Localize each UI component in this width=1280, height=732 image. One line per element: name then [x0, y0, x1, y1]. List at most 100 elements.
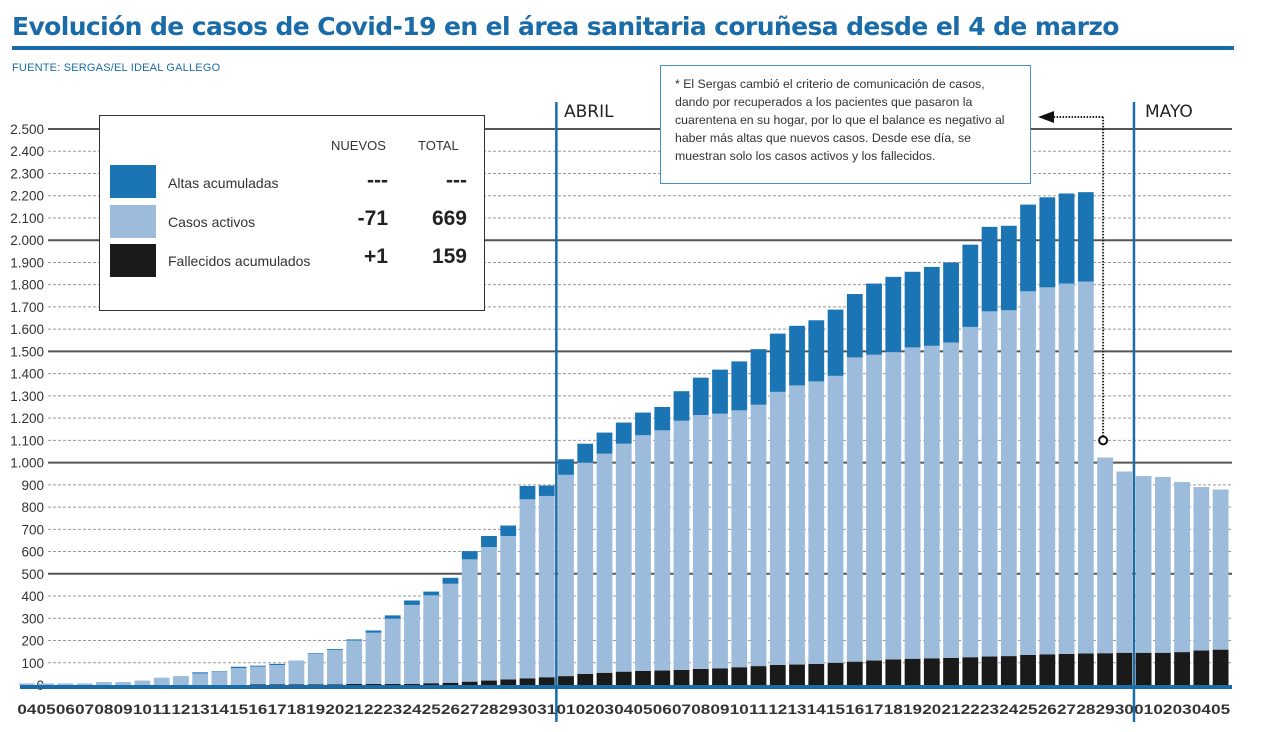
- bar-altas: [192, 672, 209, 674]
- bar-fallecidos: [692, 668, 709, 685]
- bar-activos: [346, 640, 363, 684]
- y-tick-label: 800: [21, 500, 44, 515]
- x-tick-label: 31: [537, 702, 557, 717]
- x-tick-label: 21: [345, 702, 365, 717]
- bar-activos: [577, 462, 594, 674]
- bar-activos: [269, 664, 286, 685]
- bar-fallecidos: [846, 661, 863, 685]
- bar-activos: [866, 354, 882, 661]
- bar-activos: [500, 535, 517, 680]
- y-tick-label: 1.400: [10, 367, 44, 382]
- bar-altas: [250, 665, 266, 667]
- bar-fallecidos: [943, 657, 959, 685]
- y-tick-label: 500: [21, 567, 44, 582]
- bar-fallecidos: [1193, 650, 1210, 685]
- bar-fallecidos: [538, 677, 555, 685]
- bar-fallecidos: [307, 684, 324, 685]
- y-tick-label: 2.200: [10, 189, 44, 204]
- y-tick-label: 300: [21, 611, 44, 626]
- bar-activos: [38, 683, 55, 685]
- x-tick-label: 10: [730, 702, 749, 717]
- x-tick-label: 01: [556, 702, 576, 717]
- title-underline: [12, 46, 1234, 50]
- bar-fallecidos: [1000, 656, 1017, 685]
- bar-fallecidos: [1058, 653, 1075, 685]
- bar-activos: [404, 604, 420, 684]
- bar-activos: [153, 677, 170, 685]
- bar-activos: [654, 430, 671, 671]
- bar-fallecidos: [481, 680, 497, 685]
- x-tick-label: 24: [999, 702, 1019, 717]
- bar-fallecidos: [654, 670, 671, 685]
- bar-activos: [596, 453, 613, 673]
- x-tick-label: 13: [191, 702, 211, 717]
- bar-fallecidos: [1154, 652, 1171, 685]
- legend-header-new: NUEVOS: [331, 138, 386, 153]
- bar-altas: [673, 391, 690, 421]
- bar-activos: [307, 653, 324, 685]
- bar-fallecidos: [615, 671, 632, 685]
- y-tick-label: 1.700: [10, 300, 44, 315]
- bar-activos: [423, 595, 440, 684]
- legend: NUEVOS TOTAL Altas acumuladas --- --- Ca…: [99, 115, 485, 311]
- x-tick-label: 25: [1019, 702, 1039, 717]
- bar-activos: [1097, 457, 1113, 654]
- bar-altas: [1058, 193, 1075, 284]
- bar-activos: [827, 375, 844, 663]
- x-tick-label: 21: [942, 702, 962, 717]
- x-tick-label: 12: [768, 702, 787, 717]
- y-tick-label: 2.100: [10, 211, 44, 226]
- bar-altas: [1000, 225, 1017, 311]
- y-tick-label: 700: [21, 522, 44, 537]
- x-tick-label: 15: [826, 702, 846, 717]
- bar-fallecidos: [866, 660, 882, 685]
- bar-activos: [19, 683, 35, 685]
- y-tick-label: 2.000: [10, 233, 44, 248]
- bar-altas: [654, 407, 671, 431]
- bar-activos: [365, 632, 382, 684]
- legend-label-fallecidos: Fallecidos acumulados: [168, 253, 311, 269]
- bar-altas: [596, 432, 613, 454]
- x-tick-label: 05: [37, 702, 57, 717]
- bar-altas: [558, 459, 574, 475]
- legend-total-fallecidos: 159: [431, 245, 467, 268]
- legend-label-activos: Casos activos: [168, 214, 256, 230]
- x-tick-label: 06: [653, 702, 673, 717]
- y-tick-label: 1.500: [10, 344, 44, 359]
- bar-altas: [615, 422, 632, 444]
- y-tick-label: 1.300: [10, 389, 44, 404]
- bar-fallecidos: [404, 683, 420, 685]
- x-tick-label: 03: [595, 702, 615, 717]
- x-tick-label: 22: [364, 702, 383, 717]
- bar-activos: [1135, 475, 1152, 653]
- x-tick-label: 01: [1134, 702, 1154, 717]
- y-tick-label: 2.400: [10, 144, 44, 159]
- y-tick-label: 600: [21, 545, 44, 560]
- bar-activos: [481, 547, 497, 681]
- bar-fallecidos: [731, 667, 748, 685]
- bar-fallecidos: [461, 681, 478, 685]
- x-tick-label: 07: [672, 702, 691, 717]
- bar-activos: [923, 345, 940, 659]
- x-tick-label: 20: [325, 702, 344, 717]
- bar-altas: [808, 320, 825, 382]
- bar-activos: [327, 649, 343, 685]
- x-tick-label: 30: [1115, 702, 1134, 717]
- legend-total-altas: ---: [446, 169, 467, 192]
- legend-swatch-altas: [110, 165, 156, 198]
- x-tick-label: 25: [422, 702, 442, 717]
- x-tick-label: 28: [1076, 702, 1096, 717]
- bar-activos: [1058, 283, 1075, 654]
- bar-activos: [519, 499, 536, 679]
- x-tick-label: 02: [1153, 702, 1172, 717]
- bar-activos: [1000, 310, 1017, 657]
- y-tick-label: 100: [21, 656, 44, 671]
- month-label-abril: ABRIL: [564, 102, 614, 122]
- x-tick-label: 03: [1173, 702, 1193, 717]
- bar-activos: [615, 443, 632, 672]
- x-tick-label: 23: [980, 702, 1000, 717]
- bar-fallecidos: [1097, 653, 1113, 685]
- bar-activos: [692, 415, 709, 669]
- x-tick-label: 15: [229, 702, 249, 717]
- x-tick-label: 14: [210, 702, 230, 717]
